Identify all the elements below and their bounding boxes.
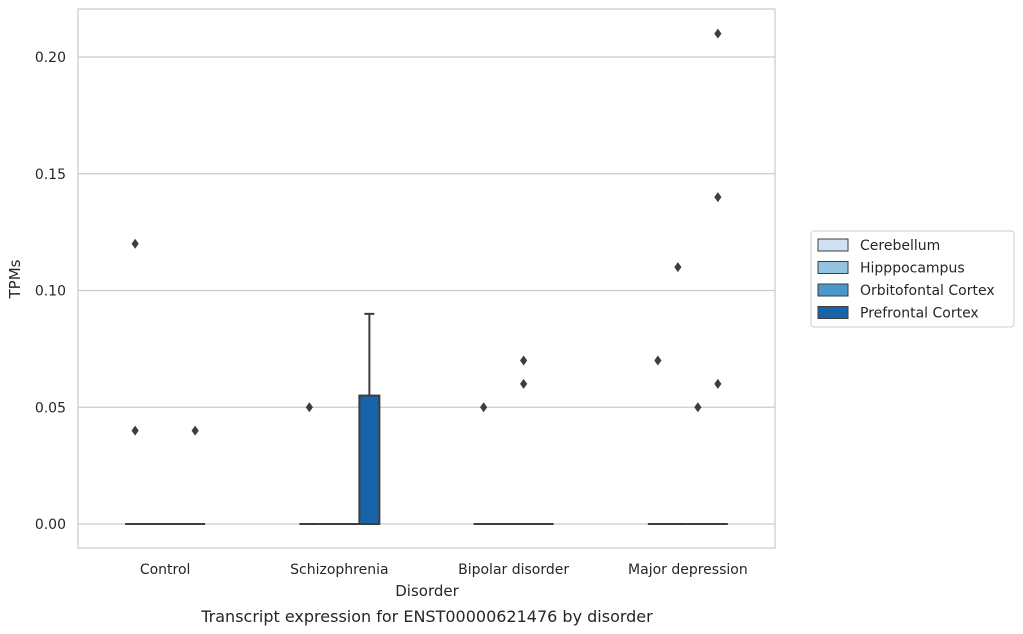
outlier-point (520, 355, 528, 366)
legend-swatch (817, 283, 849, 297)
legend: Cerebellum Hipppocampus Orbitofontal Corte… (810, 230, 1015, 328)
outlier-marks (131, 28, 722, 436)
outlier-point (714, 28, 722, 39)
outlier-point (714, 378, 722, 389)
x-axis-title: Disorder (395, 582, 459, 600)
legend-label: Cerebellum (860, 238, 940, 254)
legend-frame (810, 230, 1015, 328)
outlier-point (694, 402, 702, 413)
legend-label: Prefrontal Cortex (860, 306, 979, 322)
y-tick-label: 0.00 (35, 517, 66, 533)
box-prefrontal-cortex (358, 394, 381, 526)
outlier-point (131, 425, 139, 436)
x-axis-ticks: Control Schizophrenia Bipolar disorder Majo… (140, 562, 748, 578)
x-tick-label: Schizophrenia (290, 562, 388, 578)
chart-caption: Transcript expression for ENST0000062147… (200, 607, 653, 626)
legend-swatch (817, 238, 849, 252)
outlier-point (520, 378, 528, 389)
outlier-point (131, 238, 139, 249)
outlier-point (714, 192, 722, 203)
y-tick-label: 0.15 (35, 167, 66, 183)
outlier-point (674, 262, 682, 273)
legend-label: Orbitofontal Cortex (860, 283, 995, 299)
y-tick-label: 0.05 (35, 400, 66, 416)
outlier-point (305, 402, 313, 413)
box-marks (125, 312, 728, 526)
y-axis-ticks: 0.00 0.05 0.10 0.15 0.20 (35, 50, 66, 533)
outlier-point (654, 355, 662, 366)
outlier-point (191, 425, 199, 436)
y-tick-label: 0.10 (35, 284, 66, 300)
y-axis-title: TPMs (6, 259, 24, 299)
y-tick-label: 0.20 (35, 50, 66, 66)
legend-swatch (817, 261, 849, 274)
x-tick-label: Major depression (628, 562, 748, 578)
outlier-point (480, 402, 488, 413)
grid-lines (78, 56, 775, 525)
legend-swatch (817, 306, 849, 319)
plot-area-frame (77, 8, 776, 549)
legend-label: Hipppocampus (860, 261, 965, 277)
x-tick-label: Control (140, 562, 191, 578)
x-tick-label: Bipolar disorder (458, 562, 569, 578)
